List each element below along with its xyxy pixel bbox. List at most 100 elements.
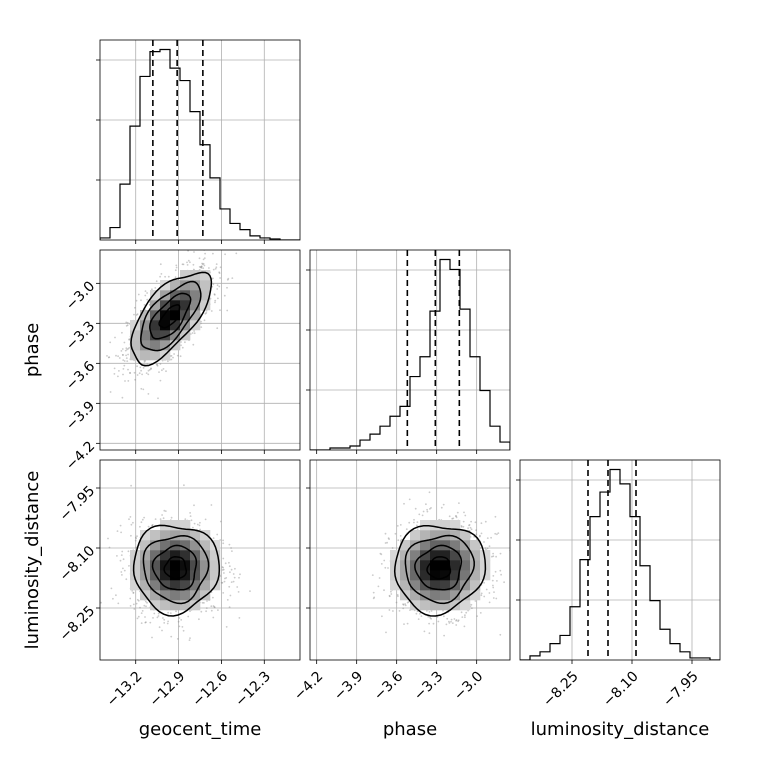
- density-cell: [170, 280, 181, 291]
- scatter-point: [121, 348, 124, 350]
- density-cell: [190, 590, 201, 601]
- scatter-point: [415, 612, 418, 615]
- scatter-point: [193, 504, 195, 507]
- density-cell: [200, 540, 211, 551]
- scatter-point: [129, 372, 132, 374]
- scatter-point: [455, 516, 458, 519]
- x-tick-label-geocent_time: −13.2: [104, 668, 146, 710]
- density-cell: [150, 590, 161, 601]
- scatter-point: [170, 635, 173, 638]
- scatter-point: [448, 515, 451, 518]
- scatter-point: [127, 565, 130, 567]
- scatter-point: [486, 537, 489, 539]
- scatter-point: [199, 322, 202, 325]
- scatter-point: [492, 575, 495, 577]
- scatter-point: [136, 535, 138, 538]
- density-cell: [400, 540, 411, 551]
- scatter-point: [114, 336, 116, 339]
- scatter-point: [118, 370, 120, 372]
- scatter-point: [421, 514, 424, 517]
- density-cell: [430, 580, 441, 591]
- joint-geocent_time-luminosity_distance: [96, 459, 301, 664]
- scatter-point: [121, 396, 124, 399]
- scatter-point: [162, 517, 165, 520]
- scatter-point: [492, 586, 495, 589]
- scatter-point: [205, 610, 208, 613]
- scatter-point: [458, 502, 460, 504]
- scatter-point: [216, 284, 219, 287]
- density-cell: [180, 590, 191, 601]
- scatter-point: [176, 638, 179, 640]
- scatter-point: [468, 524, 471, 526]
- density-cell: [420, 540, 431, 551]
- scatter-point: [395, 601, 398, 604]
- scatter-point: [457, 619, 460, 622]
- scatter-point: [228, 561, 230, 564]
- scatter-point: [464, 614, 466, 617]
- joint-phase-luminosity_distance: [306, 459, 511, 664]
- scatter-point: [139, 366, 142, 369]
- density-cell: [200, 290, 211, 301]
- scatter-point: [134, 378, 137, 381]
- density-cell: [210, 560, 221, 571]
- density-cell: [440, 580, 451, 591]
- scatter-point: [155, 280, 158, 283]
- density-cell: [190, 560, 201, 571]
- scatter-point: [127, 380, 130, 382]
- scatter-point: [119, 559, 122, 562]
- scatter-point: [191, 332, 194, 334]
- density-cell: [410, 550, 421, 561]
- scatter-point: [413, 521, 415, 524]
- density-cell: [180, 290, 191, 301]
- scatter-point: [216, 327, 219, 330]
- scatter-point: [201, 601, 204, 604]
- scatter-point: [129, 516, 132, 518]
- scatter-point: [492, 552, 494, 555]
- scatter-point: [126, 324, 129, 326]
- scatter-point: [222, 539, 225, 542]
- density-cell: [150, 550, 161, 561]
- x-tick-label-phase: −3.0: [451, 668, 486, 703]
- scatter-point: [384, 532, 387, 535]
- density-cell: [440, 560, 451, 571]
- scatter-point: [175, 264, 178, 267]
- scatter-point: [386, 541, 388, 544]
- density-cell: [170, 600, 181, 611]
- scatter-point: [226, 599, 229, 601]
- scatter-point: [420, 615, 423, 617]
- scatter-point: [463, 625, 466, 628]
- scatter-point: [213, 293, 216, 295]
- scatter-point: [189, 515, 192, 517]
- histogram-step-luminosity_distance: [520, 468, 720, 660]
- density-cell: [460, 570, 471, 581]
- scatter-point: [225, 626, 228, 628]
- scatter-point: [159, 263, 162, 266]
- scatter-point: [222, 566, 225, 569]
- scatter-point: [440, 506, 443, 509]
- density-cell: [190, 600, 201, 611]
- scatter-point: [146, 601, 148, 604]
- scatter-point: [129, 605, 132, 607]
- scatter-point: [503, 581, 505, 584]
- scatter-point: [492, 555, 495, 558]
- scatter-point: [151, 524, 154, 526]
- histogram-phase: [306, 249, 511, 454]
- panel-frame-joint-1-0: [99, 249, 301, 451]
- scatter-point: [399, 524, 402, 526]
- density-cell: [140, 560, 151, 571]
- scatter-point: [488, 545, 491, 548]
- scatter-point: [204, 252, 207, 255]
- scatter-point: [129, 597, 132, 600]
- scatter-point: [492, 597, 495, 599]
- scatter-point: [222, 568, 225, 571]
- x-tick-label-phase: −3.3: [411, 668, 446, 703]
- scatter-point: [193, 332, 196, 335]
- scatter-point: [499, 569, 502, 572]
- scatter-point: [480, 592, 483, 595]
- scatter-point: [113, 373, 116, 375]
- scatter-point: [143, 516, 146, 519]
- scatter-point: [132, 603, 135, 606]
- scatter-point: [202, 267, 205, 270]
- scatter-point: [223, 572, 225, 574]
- scatter-point: [118, 357, 121, 359]
